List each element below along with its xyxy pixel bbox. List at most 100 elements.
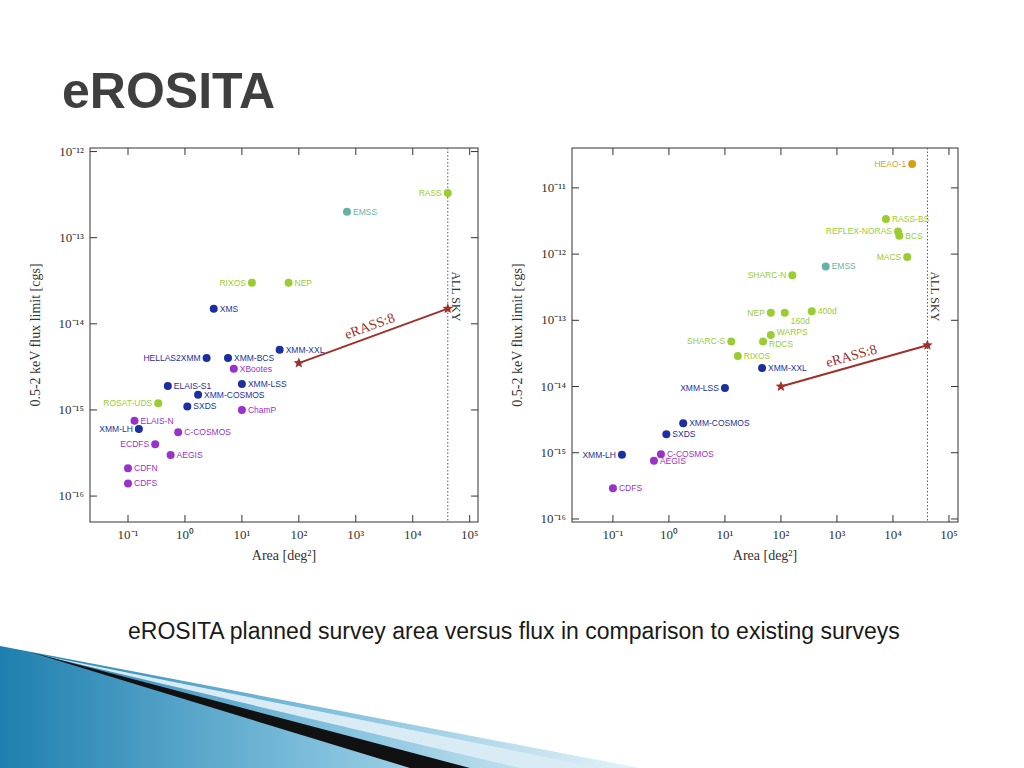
y-tick-label: 10⁻¹¹ xyxy=(541,180,566,195)
survey-point xyxy=(662,430,670,438)
chart: 10⁻¹10⁰10¹10²10³10⁴10⁵10⁻¹⁶10⁻¹⁵10⁻¹⁴10⁻… xyxy=(510,148,958,563)
y-tick xyxy=(951,518,958,519)
survey-point xyxy=(151,440,159,448)
x-axis-label: Area [deg²] xyxy=(733,548,797,563)
x-tick xyxy=(128,515,129,522)
point-label: EMSS xyxy=(353,207,377,217)
y-tick xyxy=(951,386,958,387)
x-tick xyxy=(780,515,781,522)
x-tick xyxy=(241,148,242,155)
y-tick xyxy=(951,320,958,321)
x-tick xyxy=(724,148,725,155)
slide: eROSITA10⁻¹10⁰10¹10²10³10⁴10⁵10⁻¹⁶10⁻¹⁵1… xyxy=(0,0,1024,768)
x-tick-label: 10⁴ xyxy=(404,527,422,542)
point-label: RDCS xyxy=(769,339,793,349)
x-tick xyxy=(948,515,949,522)
y-tick-label: 10⁻¹² xyxy=(541,246,566,261)
point-label: HELLAS2XMM xyxy=(143,353,200,363)
plot-frame xyxy=(90,148,478,522)
point-label: ChamP xyxy=(248,405,277,415)
x-tick-label: 10⁻¹ xyxy=(118,527,139,542)
survey-point xyxy=(154,399,162,407)
survey-point xyxy=(758,364,766,372)
caption: eROSITA planned survey area versus flux … xyxy=(128,616,918,646)
y-tick xyxy=(951,254,958,255)
survey-point xyxy=(808,307,816,315)
point-label: SXDS xyxy=(672,429,695,439)
series-label: eRASS:8 xyxy=(343,310,397,342)
point-label: RIXOS xyxy=(744,351,771,361)
x-tick xyxy=(948,148,949,155)
point-label: EMSS xyxy=(832,261,856,271)
point-label: XMM-BCS xyxy=(234,353,274,363)
survey-point xyxy=(135,425,143,433)
survey-point xyxy=(650,457,658,465)
point-label: ROSAT-UDS xyxy=(103,398,152,408)
survey-point xyxy=(174,428,182,436)
decoration xyxy=(30,652,470,768)
y-tick xyxy=(572,386,579,387)
x-tick xyxy=(612,515,613,522)
survey-point xyxy=(238,406,246,414)
point-label: SXDS xyxy=(193,401,216,411)
y-axis-label: 0.5-2 keV flux limit [cgs] xyxy=(28,263,43,406)
y-tick-label: 10⁻¹⁶ xyxy=(541,511,566,526)
survey-point xyxy=(781,309,789,317)
erass-line xyxy=(299,309,448,363)
all-sky-line xyxy=(927,148,928,522)
point-label: XMM-XXL xyxy=(768,363,807,373)
chart: 10⁻¹10⁰10¹10²10³10⁴10⁵10⁻¹⁶10⁻¹⁵10⁻¹⁴10⁻… xyxy=(28,144,478,563)
survey-point xyxy=(679,419,687,427)
point-label: ECDFS xyxy=(120,439,149,449)
survey-point xyxy=(767,309,775,317)
decoration xyxy=(0,646,640,768)
x-tick xyxy=(184,148,185,155)
point-label: XMS xyxy=(220,304,239,314)
x-tick-label: 10⁻¹ xyxy=(602,527,623,542)
survey-point xyxy=(895,232,903,240)
y-tick xyxy=(471,496,478,497)
y-tick xyxy=(471,323,478,324)
x-tick-label: 10³ xyxy=(828,527,845,542)
point-label: RASS-BS xyxy=(892,214,930,224)
point-label: XBootes xyxy=(240,364,272,374)
point-label: XMM-LSS xyxy=(680,383,719,393)
marks xyxy=(609,148,933,522)
survey-point xyxy=(822,262,830,270)
point-label: AEGIS xyxy=(177,450,203,460)
point-label: XMM-COSMOS xyxy=(689,418,750,428)
decoration xyxy=(40,655,600,768)
line-marker xyxy=(922,340,932,350)
y-tick-label: 10⁻¹⁵ xyxy=(541,445,566,460)
x-axis-label: Area [deg²] xyxy=(252,548,316,563)
x-tick xyxy=(412,148,413,155)
survey-point xyxy=(124,464,132,472)
point-label: HEAO-1 xyxy=(874,159,906,169)
x-tick xyxy=(298,515,299,522)
x-tick xyxy=(412,515,413,522)
point-label: XMM-LH xyxy=(99,424,133,434)
y-tick xyxy=(572,187,579,188)
y-tick xyxy=(951,452,958,453)
y-tick-label: 10⁻¹⁵ xyxy=(59,402,84,417)
point-label: RASS xyxy=(419,188,442,198)
y-tick-label: 10⁻¹⁴ xyxy=(541,379,567,394)
x-tick xyxy=(298,148,299,155)
line-marker xyxy=(776,381,786,391)
all-sky-line xyxy=(447,148,448,522)
y-tick xyxy=(951,187,958,188)
mark-labels: ALL SKYHEAO-1RASS-BSREFLEX-NORASBCSMACSS… xyxy=(582,159,942,493)
survey-point xyxy=(903,253,911,261)
x-tick-label: 10⁴ xyxy=(884,527,902,542)
point-label: BCS xyxy=(905,231,923,241)
x-tick-label: 10¹ xyxy=(233,527,250,542)
point-label: 160d xyxy=(791,316,810,326)
survey-point xyxy=(759,337,767,345)
survey-point xyxy=(609,484,617,492)
x-tick xyxy=(128,148,129,155)
survey-point xyxy=(285,279,293,287)
survey-point xyxy=(238,380,246,388)
y-tick-label: 10⁻¹⁴ xyxy=(59,316,85,331)
survey-point xyxy=(882,215,890,223)
y-tick xyxy=(572,320,579,321)
